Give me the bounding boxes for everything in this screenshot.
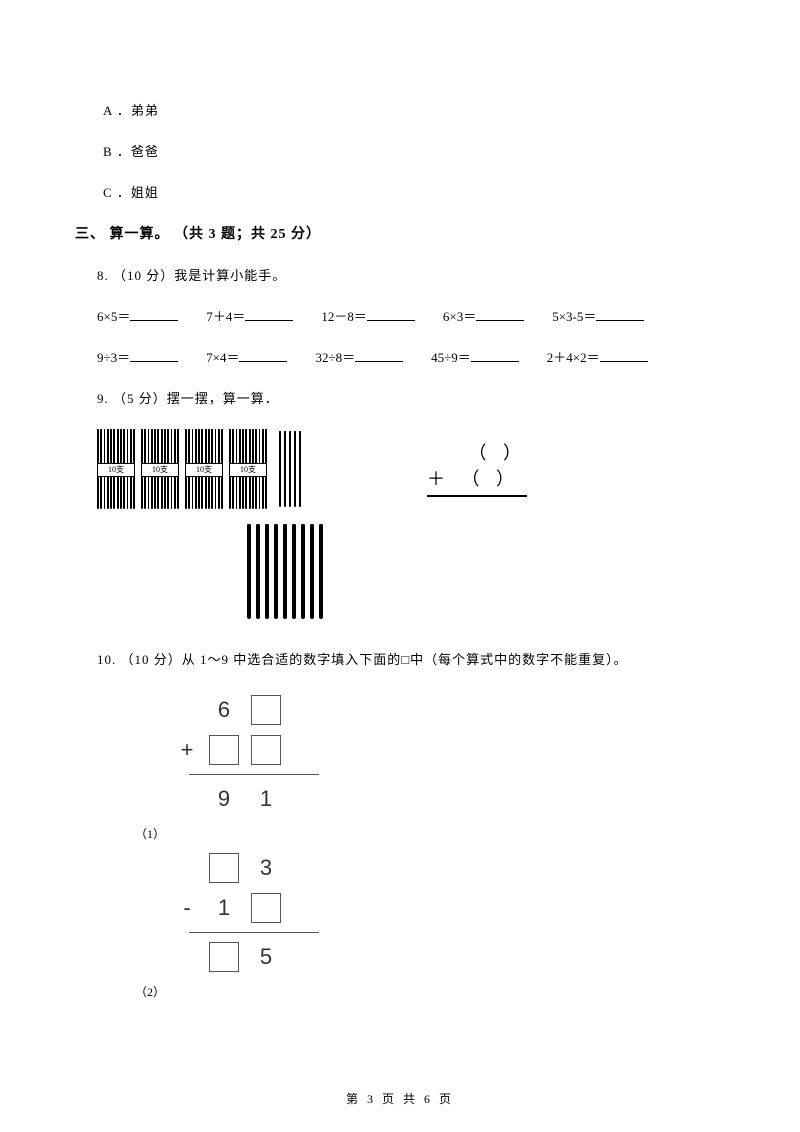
q8-r1-2: 7＋4＝ <box>206 309 245 324</box>
stick-bundle: 10支 <box>141 429 179 509</box>
q9-figure: 10支10支10支10支 （ ） ＋ （ ） <box>97 429 725 619</box>
q8-r1-5: 5×3-5＝ <box>552 309 596 324</box>
minus-op: - <box>177 895 197 921</box>
sub1-label: （1） <box>135 825 725 842</box>
q10-subtraction: 3 - 1 5 <box>177 848 319 977</box>
q10-header: 10. （10 分）从 1～9 中选合适的数字填入下面的□中（每个算式中的数字不… <box>97 649 725 668</box>
digit-6: 6 <box>209 697 239 723</box>
vertical-addition: （ ） ＋ （ ） <box>427 439 527 497</box>
q10-addition: 6 + 9 1 <box>177 690 319 819</box>
equals-line <box>189 774 319 775</box>
digit-9: 9 <box>209 786 239 812</box>
section-3-header: 三、 算一算。 （共 3 题；共 25 分） <box>75 223 725 243</box>
vert-row1: （ ） <box>427 439 527 465</box>
digit-5: 5 <box>251 944 281 970</box>
fill-box[interactable] <box>209 853 239 883</box>
stick-bundle: 10支 <box>185 429 223 509</box>
option-b: B ．爸爸 <box>103 141 725 160</box>
q8-r2-1: 9÷3＝ <box>97 350 130 365</box>
option-c: C ．姐姐 <box>103 182 725 201</box>
plus-op: + <box>177 737 197 763</box>
digit-1: 1 <box>251 786 281 812</box>
q8-header: 8. （10 分）我是计算小能手。 <box>97 265 725 284</box>
q8-r1-4: 6×3＝ <box>443 309 476 324</box>
blank[interactable] <box>596 309 644 321</box>
bottom-sticks-group <box>247 524 323 619</box>
q8-r2-3: 32÷8＝ <box>315 350 355 365</box>
digit-1: 1 <box>209 895 239 921</box>
q8-r1-1: 6×5＝ <box>97 309 130 324</box>
q9-header: 9. （5 分）摆一摆，算一算． <box>97 388 725 407</box>
fill-box[interactable] <box>209 735 239 765</box>
sum-line <box>427 495 527 497</box>
fill-box[interactable] <box>251 735 281 765</box>
blank[interactable] <box>239 350 287 362</box>
digit-3: 3 <box>251 855 281 881</box>
sub2-label: （2） <box>135 983 725 1000</box>
q8-r2-2: 7×4＝ <box>206 350 239 365</box>
blank[interactable] <box>471 350 519 362</box>
blank[interactable] <box>130 350 178 362</box>
blank[interactable] <box>367 309 415 321</box>
q8-r1-3: 12－8＝ <box>321 309 367 324</box>
blank[interactable] <box>130 309 178 321</box>
fill-box[interactable] <box>251 893 281 923</box>
blank[interactable] <box>476 309 524 321</box>
q8-r2-5: 2＋4×2＝ <box>547 350 600 365</box>
option-a: A ．弟弟 <box>103 100 725 119</box>
equals-line <box>189 932 319 933</box>
blank[interactable] <box>600 350 648 362</box>
blank[interactable] <box>355 350 403 362</box>
q8-row1: 6×5＝ 7＋4＝ 12－8＝ 6×3＝ 5×3-5＝ <box>97 306 725 325</box>
page-footer: 第 3 页 共 6 页 <box>0 1090 800 1107</box>
q8-r2-4: 45÷9＝ <box>431 350 471 365</box>
fill-box[interactable] <box>209 942 239 972</box>
vert-row2: ＋ （ ） <box>427 465 527 491</box>
blank[interactable] <box>245 309 293 321</box>
stick-bundle: 10支 <box>97 429 135 509</box>
q8-row2: 9÷3＝ 7×4＝ 32÷8＝ 45÷9＝ 2＋4×2＝ <box>97 347 725 366</box>
loose-sticks <box>279 431 301 507</box>
fill-box[interactable] <box>251 695 281 725</box>
stick-bundle: 10支 <box>229 429 267 509</box>
